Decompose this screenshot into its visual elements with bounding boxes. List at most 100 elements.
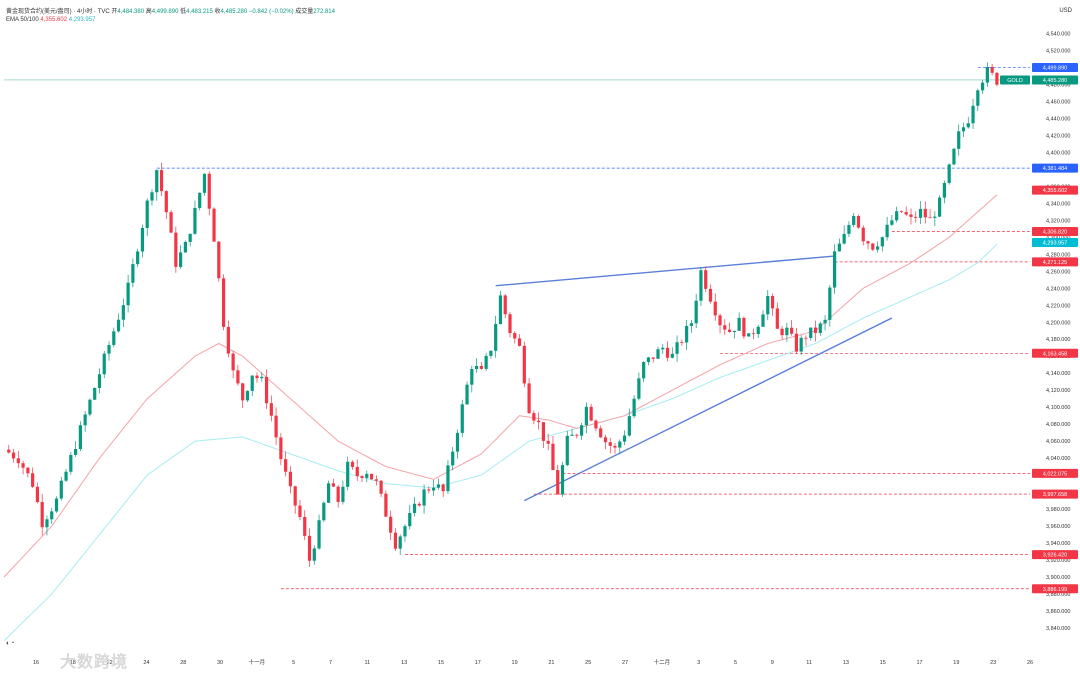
candle-body (245, 390, 250, 401)
candle-body (575, 434, 579, 436)
candle-body (627, 416, 631, 436)
candle-body (580, 425, 584, 436)
candle-body (737, 317, 741, 331)
candle-body (603, 437, 608, 443)
candle-body (217, 241, 221, 279)
price-label-text: 4,163.458 (1043, 351, 1067, 357)
price-label-text: 3,886.199 (1043, 587, 1067, 593)
candle-body (804, 337, 808, 339)
candle-body (971, 105, 975, 124)
candle-body (923, 208, 927, 218)
candle-body (732, 330, 736, 332)
y-tick-label: 4,120.000 (1046, 388, 1070, 394)
x-tick-label: 30 (217, 660, 223, 666)
candle-body (790, 327, 794, 334)
y-tick-label: 4,060.000 (1046, 439, 1070, 445)
candle-body (541, 422, 546, 441)
candle-body (45, 519, 49, 528)
candle-body (408, 513, 412, 527)
x-tick-label: 22 (107, 660, 113, 666)
x-tick-label: 十一月 (249, 658, 266, 666)
candle-body (369, 473, 374, 480)
x-tick-label: 13 (401, 660, 407, 666)
candle-body (78, 425, 82, 449)
y-tick-label: 4,440.000 (1046, 116, 1070, 122)
candle-body (527, 383, 531, 414)
y-tick-label: 4,520.000 (1046, 48, 1070, 54)
ema100-line (3, 243, 998, 642)
candle-body (107, 344, 111, 354)
candle-body (909, 214, 913, 217)
candle-body (885, 224, 889, 238)
candle-body (751, 333, 756, 335)
y-tick-label: 4,180.000 (1046, 337, 1070, 343)
candle-body (260, 376, 264, 379)
candle-body (866, 241, 870, 244)
candle-body (97, 374, 102, 388)
candle-body (389, 516, 393, 533)
x-tick-label: 16 (33, 660, 39, 666)
candle-body (656, 349, 660, 359)
candle-body (7, 449, 11, 453)
price-label-box (1032, 63, 1078, 73)
price-label-text: 4,355.602 (1043, 188, 1067, 194)
trendline (495, 255, 835, 287)
candle-body (350, 461, 355, 467)
x-tick-label: 27 (622, 660, 628, 666)
candle-body (174, 232, 178, 267)
candle-body (556, 470, 560, 495)
price-label-box (1032, 163, 1078, 173)
candle-body (818, 323, 822, 333)
candle-body (126, 282, 130, 306)
candle-body (503, 295, 507, 315)
candle-body (59, 480, 63, 499)
candle-body (665, 347, 670, 358)
candle-body (594, 420, 598, 429)
candle-body (966, 123, 970, 128)
candle-body (494, 324, 498, 351)
y-tick-label: 4,100.000 (1046, 405, 1070, 411)
candle-body (642, 362, 646, 379)
candle-body (780, 328, 784, 336)
price-label-box (1032, 489, 1078, 499)
candle-body (74, 448, 78, 455)
candle-body (93, 387, 97, 400)
candle-body (608, 442, 612, 446)
candle-body (83, 414, 87, 426)
x-tick-label: 9 (771, 660, 774, 666)
y-tick-label: 4,220.000 (1046, 303, 1070, 309)
candle-body (31, 473, 35, 487)
x-tick-label: 25 (585, 660, 591, 666)
x-tick-label: 17 (916, 660, 922, 666)
y-tick-label: 3,920.000 (1046, 558, 1070, 564)
candle-body (551, 443, 555, 471)
candle-body (675, 342, 679, 354)
x-tick-label: 13 (843, 660, 849, 666)
candle-body (307, 535, 312, 561)
price-label-box (1000, 75, 1030, 85)
high-value: 4,499.890 (151, 9, 179, 15)
candle-body (269, 403, 273, 416)
candle-body (560, 465, 565, 495)
candle-body (355, 466, 359, 477)
candle-body (422, 489, 426, 506)
candle-body (517, 338, 522, 346)
candle-body (842, 233, 846, 244)
candle-body (498, 295, 503, 325)
candle-body (451, 451, 455, 466)
candle-body (26, 467, 30, 474)
candle-body (895, 211, 899, 221)
candle-body (699, 270, 703, 301)
x-tick-label: 21 (548, 660, 554, 666)
ema-legend: EMA 50/100 4,355.602 4,293.957 (6, 17, 95, 23)
watermark-text: 大数跨境 (60, 654, 129, 671)
candle-body (54, 498, 59, 512)
candle-body (255, 375, 259, 379)
candle-body (202, 173, 207, 193)
candle-body (584, 406, 588, 426)
x-tick-label: 17 (475, 660, 481, 666)
candle-body (957, 131, 961, 149)
candle-body (899, 211, 904, 213)
